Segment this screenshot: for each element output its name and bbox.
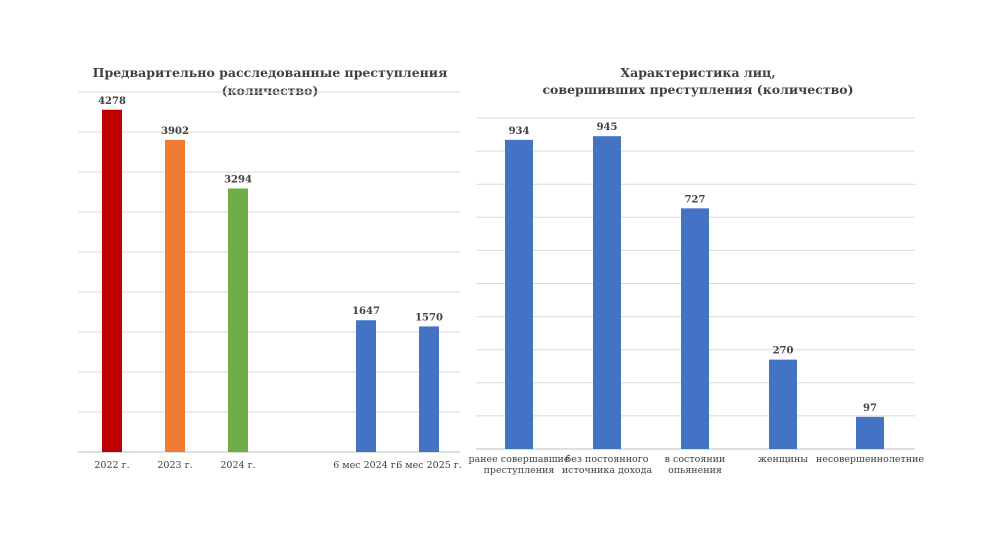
category-label: 6 мес 2025 г. xyxy=(396,460,462,471)
category-label: без постоянного xyxy=(566,454,649,465)
bar xyxy=(593,136,621,449)
data-label: 3294 xyxy=(224,174,252,185)
data-label: 1647 xyxy=(352,306,380,317)
bar xyxy=(681,208,709,449)
bar xyxy=(102,109,122,452)
data-label: 97 xyxy=(863,403,877,414)
category-label: преступления xyxy=(484,465,555,476)
data-label: 4278 xyxy=(98,96,126,107)
chart-title-line: Характеристика лиц, xyxy=(620,65,775,80)
category-label: 2023 г. xyxy=(157,460,192,471)
category-label: 2024 г. xyxy=(220,460,255,471)
category-label: 2022 г. xyxy=(94,460,129,471)
data-label: 945 xyxy=(597,122,618,133)
bar xyxy=(505,139,533,449)
category-label: опьянения xyxy=(668,465,722,476)
category-label: женщины xyxy=(758,454,808,465)
bar xyxy=(856,416,884,449)
chart-title-line: (количество) xyxy=(222,83,319,98)
crimes-investigated-chart: Предварительно расследованные преступлен… xyxy=(78,65,462,471)
data-label: 270 xyxy=(773,346,794,357)
data-label: 1570 xyxy=(415,312,443,323)
category-label: в состоянии xyxy=(665,454,726,465)
data-label: 727 xyxy=(685,194,706,205)
bar xyxy=(769,359,797,449)
offender-characteristics-chart: Характеристика лиц, совершивших преступле… xyxy=(468,65,924,476)
bar xyxy=(419,326,439,452)
category-label: источника дохода xyxy=(562,465,653,476)
chart-title-line: Предварительно расследованные преступлен… xyxy=(93,65,448,80)
category-label: 6 мес 2024 г. xyxy=(333,460,399,471)
category-label: несовершеннолетние xyxy=(816,454,924,465)
bar xyxy=(356,320,376,452)
chart-title-line: совершивших преступления (количество) xyxy=(542,82,853,97)
data-label: 3902 xyxy=(161,126,189,137)
data-label: 934 xyxy=(509,126,530,137)
category-label: ранее совершавшие xyxy=(468,454,569,465)
bar xyxy=(165,139,185,452)
bar xyxy=(228,188,248,453)
